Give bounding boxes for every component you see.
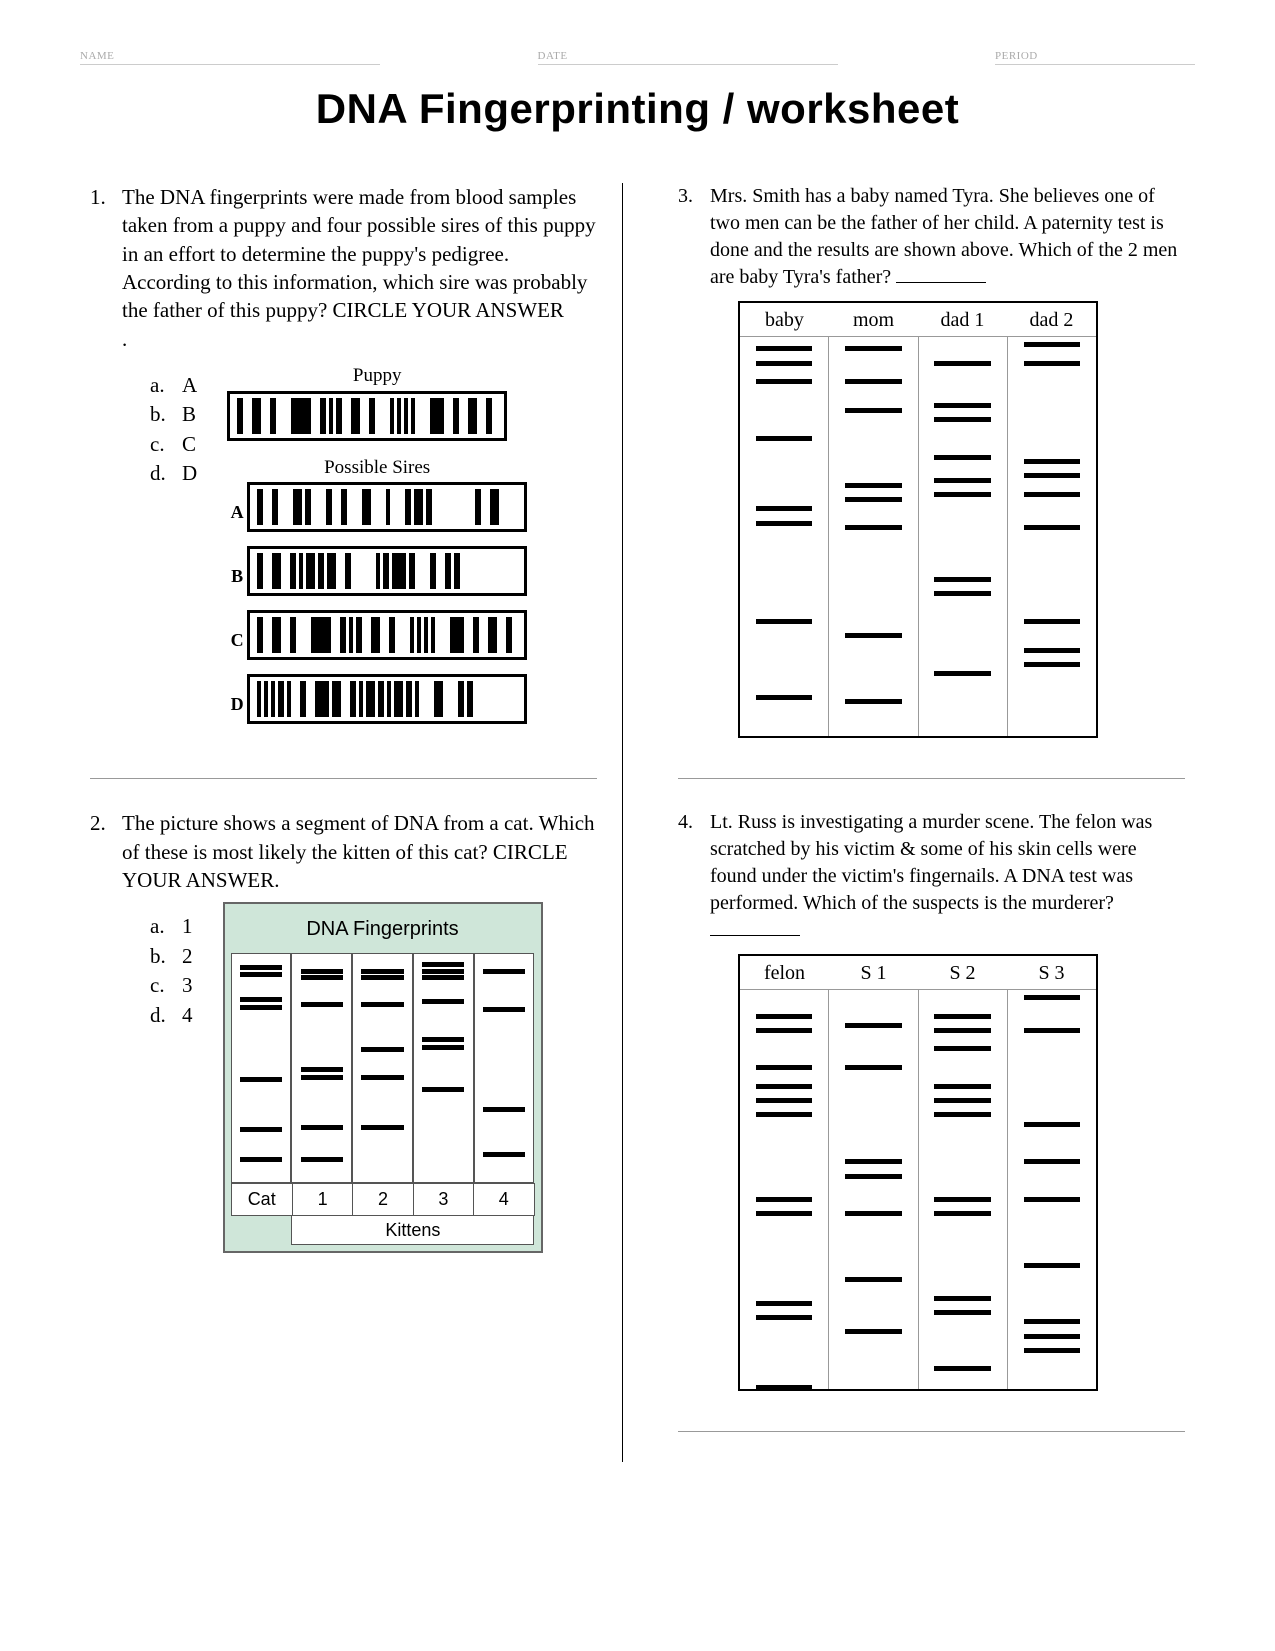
q3-lane-baby [740,337,828,736]
q2-kittens-label: Kittens [291,1216,534,1245]
q1-choice-d[interactable]: d.D [150,459,197,488]
q1-choice-c[interactable]: c.C [150,430,197,459]
question-1: 1. The DNA fingerprints were made from b… [90,183,597,738]
q4-lane-felon [740,990,828,1389]
q4-lane-s1 [828,990,917,1389]
date-field: DATE [538,50,838,65]
q4-h-s2: S 2 [918,960,1007,987]
q4-h-s3: S 3 [1007,960,1096,987]
name-field: NAME [80,50,380,65]
q2-col-2 [352,953,413,1183]
q3-answer-blank[interactable] [896,282,986,283]
q2-fig-title: DNA Fingerprints [231,910,535,953]
q4-text: Lt. Russ is investigating a murder scene… [710,809,1185,944]
q3-h-dad2: dad 2 [1007,307,1096,334]
q1-dot: . [122,325,597,353]
q4-answer-blank[interactable] [710,935,800,936]
q1-gel-figure: Puppy Possible Sires A B [227,361,527,738]
q3-h-dad1: dad 1 [918,307,1007,334]
page-title: DNA Fingerprinting / worksheet [80,85,1195,133]
q2-col-1 [291,953,352,1183]
q1-puppy-label: Puppy [227,363,527,389]
q1-number: 1. [90,183,122,325]
q4-lane-s2 [918,990,1007,1389]
q2-choice-c[interactable]: c.3 [150,971,193,1000]
q4-lane-s3 [1007,990,1096,1389]
q1-choice-a[interactable]: a.A [150,371,197,400]
q1-lane-a: A [227,482,527,546]
divider [678,1431,1185,1432]
q1-choices: a.A b.B c.C d.D [150,371,197,489]
q3-h-mom: mom [829,307,918,334]
q3-h-baby: baby [740,307,829,334]
q4-h-s1: S 1 [829,960,918,987]
right-column: 3. Mrs. Smith has a baby named Tyra. She… [653,183,1195,1462]
q2-choice-a[interactable]: a.1 [150,912,193,941]
q2-col-labels: Cat 1 2 3 4 [231,1183,535,1215]
q1-lane-b: B [227,546,527,610]
two-column-layout: 1. The DNA fingerprints were made from b… [80,183,1195,1462]
divider [678,778,1185,779]
q2-col-3 [413,953,474,1183]
q1-text: The DNA fingerprints were made from bloo… [122,183,597,325]
question-4: 4. Lt. Russ is investigating a murder sc… [678,809,1185,1391]
worksheet-header: NAME DATE PERIOD [80,50,1195,65]
q1-choice-b[interactable]: b.B [150,400,197,429]
q3-lane-mom [828,337,917,736]
q3-gel-figure: baby mom dad 1 dad 2 [738,301,1098,738]
q2-text: The picture shows a segment of DNA from … [122,809,597,894]
left-column: 1. The DNA fingerprints were made from b… [80,183,623,1462]
q3-lane-dad2 [1007,337,1096,736]
q2-choice-b[interactable]: b.2 [150,942,193,971]
period-field: PERIOD [995,50,1195,65]
q4-gel-figure: felon S 1 S 2 S 3 [738,954,1098,1391]
q1-puppy-lane [227,391,507,441]
q3-number: 3. [678,183,710,291]
q3-lane-dad1 [918,337,1007,736]
q4-number: 4. [678,809,710,944]
q2-choices: a.1 b.2 c.3 d.4 [150,912,193,1030]
question-2: 2. The picture shows a segment of DNA fr… [90,809,597,1253]
divider [90,778,597,779]
q2-gel-figure: DNA Fingerprints Cat 1 2 3 4 [223,902,543,1253]
question-3: 3. Mrs. Smith has a baby named Tyra. She… [678,183,1185,738]
q3-text: Mrs. Smith has a baby named Tyra. She be… [710,183,1185,291]
q2-choice-d[interactable]: d.4 [150,1001,193,1030]
q2-col-cat [231,953,292,1183]
q1-sires-label: Possible Sires [227,455,527,481]
q1-lane-d: D [227,674,527,738]
q1-lane-c: C [227,610,527,674]
q2-col-4 [474,953,535,1183]
q4-h-felon: felon [740,960,829,987]
q2-number: 2. [90,809,122,894]
